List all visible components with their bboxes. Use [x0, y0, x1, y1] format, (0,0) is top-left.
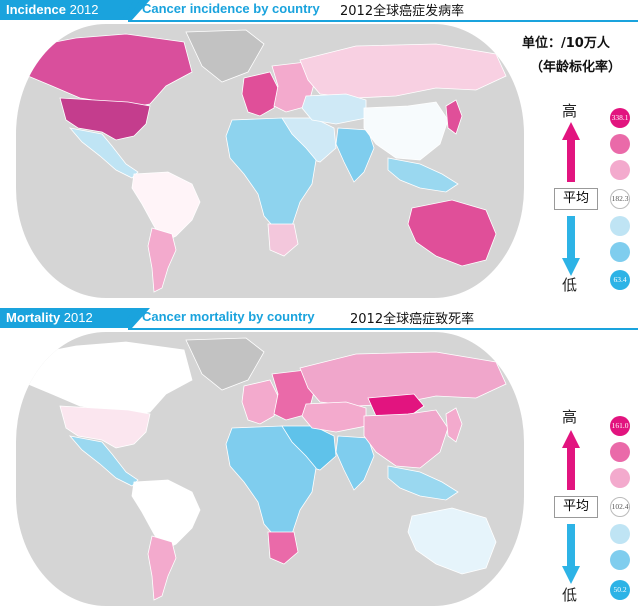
legend-average-swatch: 182.3: [610, 189, 630, 209]
mortality-title-cn: 2012全球癌症致死率: [350, 312, 475, 327]
mortality-region-china: [363, 409, 449, 469]
mortality-region-southeast-asia: [387, 465, 459, 501]
legend-average-label: 平均: [554, 496, 598, 518]
mortality-region-mongolia: [367, 393, 425, 417]
mortality-world-map: [16, 332, 524, 606]
legend-swatch-low2: [610, 550, 630, 570]
legend-swatch-low2: [610, 242, 630, 262]
incidence-region-china: [363, 101, 449, 161]
mortality-region-greenland: [185, 337, 265, 391]
mortality-header: Mortality 2012 Cancer mortality by count…: [0, 308, 638, 330]
legend-swatch-high3: [610, 468, 630, 488]
mortality-region-russia: [299, 351, 507, 407]
legend-min-swatch: 50.2: [610, 580, 630, 600]
legend-average-label: 平均: [554, 188, 598, 210]
arrow-down-icon: [562, 524, 580, 584]
unit-note: （年龄标化率）: [530, 60, 622, 75]
legend-swatch-high2: [610, 442, 630, 462]
incidence-region-new-zealand: [501, 255, 517, 287]
legend-low-label: 低: [562, 276, 578, 294]
legend-min-swatch: 63.4: [610, 270, 630, 290]
mortality-region-south-africa: [267, 531, 299, 565]
incidence-region-australia: [407, 199, 497, 267]
incidence-tag-year: 2012: [69, 2, 99, 17]
incidence-region-russia: [299, 43, 507, 99]
mortality-tag-label: Mortality: [6, 310, 61, 325]
legend-high-label: 高: [562, 102, 578, 120]
incidence-region-western-europe: [241, 71, 279, 117]
incidence-region-japan-korea: [445, 99, 463, 135]
incidence-region-south-africa: [267, 223, 299, 257]
incidence-region-north-america: [23, 33, 193, 109]
incidence-region-south-america-north: [131, 171, 201, 243]
mortality-region-south-america-south: [147, 535, 177, 601]
mortality-tag: Mortality 2012: [0, 308, 150, 328]
incidence-region-greenland: [185, 29, 265, 83]
unit-label: 单位：/10万人: [522, 36, 610, 51]
incidence-region-south-america-south: [147, 227, 177, 293]
incidence-region-usa: [59, 97, 151, 141]
mortality-title-en: Cancer mortality by country: [142, 309, 315, 324]
incidence-title-cn: 2012全球癌症发病率: [340, 4, 465, 19]
legend-high-label: 高: [562, 408, 578, 426]
mortality-panel: Mortality 2012 Cancer mortality by count…: [0, 302, 638, 609]
legend-average-swatch: 102.4: [610, 497, 630, 517]
legend-swatch-low3: [610, 216, 630, 236]
legend-swatch-low3: [610, 524, 630, 544]
incidence-region-southeast-asia: [387, 157, 459, 193]
mortality-tag-year: 2012: [63, 310, 93, 325]
incidence-panel: Incidence 2012 Cancer incidence by count…: [0, 0, 638, 302]
arrow-up-icon: [562, 122, 580, 182]
incidence-header: Incidence 2012 Cancer incidence by count…: [0, 0, 638, 22]
mortality-region-australia: [407, 507, 497, 575]
incidence-tag: Incidence 2012: [0, 0, 150, 20]
incidence-legend: 高 平均 低 338.1 182.3 63.4: [554, 96, 638, 296]
legend-low-label: 低: [562, 586, 578, 604]
legend-swatch-high3: [610, 160, 630, 180]
legend-max-swatch: 338.1: [610, 108, 630, 128]
header-rule: [128, 20, 638, 22]
arrow-up-icon: [562, 430, 580, 490]
arrow-down-icon: [562, 216, 580, 276]
mortality-region-south-america-north: [131, 479, 201, 551]
incidence-title-en: Cancer incidence by country: [142, 1, 320, 16]
mortality-region-central-asia: [301, 401, 367, 433]
mortality-region-north-america: [23, 341, 193, 417]
incidence-tag-label: Incidence: [6, 2, 66, 17]
legend-swatch-high2: [610, 134, 630, 154]
mortality-region-usa: [59, 405, 151, 449]
incidence-region-central-asia: [301, 93, 367, 125]
mortality-region-new-zealand: [501, 563, 517, 595]
mortality-legend: 高 平均 低 161.0 102.4 50.2: [554, 406, 638, 606]
mortality-region-western-europe: [241, 379, 279, 425]
header-rule: [128, 328, 638, 330]
legend-max-swatch: 161.0: [610, 416, 630, 436]
mortality-region-japan-korea: [445, 407, 463, 443]
incidence-world-map: [16, 24, 524, 298]
